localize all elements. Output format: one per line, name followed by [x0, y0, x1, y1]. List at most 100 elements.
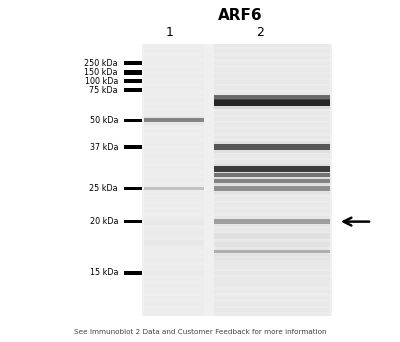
Bar	[144, 285, 204, 290]
Bar	[214, 286, 330, 290]
Bar	[214, 186, 330, 191]
Bar	[214, 65, 330, 68]
Bar	[144, 269, 204, 271]
Bar	[214, 294, 330, 298]
Bar	[214, 201, 330, 203]
Bar	[144, 281, 204, 283]
Bar	[144, 219, 204, 225]
Bar	[214, 44, 330, 316]
Text: 150 kDa: 150 kDa	[84, 68, 118, 77]
Bar	[144, 78, 204, 80]
Bar	[214, 95, 330, 100]
Bar	[214, 306, 330, 308]
Bar	[214, 158, 330, 160]
Bar	[214, 179, 330, 183]
Bar	[144, 300, 204, 302]
Text: 37 kDa: 37 kDa	[90, 143, 118, 152]
Bar	[144, 90, 204, 92]
Bar	[144, 187, 204, 190]
Bar	[124, 220, 142, 223]
Bar	[214, 278, 330, 283]
Bar	[214, 188, 330, 191]
Bar	[214, 207, 330, 209]
Bar	[144, 230, 204, 235]
Bar	[214, 184, 330, 194]
Bar	[214, 96, 330, 98]
Bar	[214, 226, 330, 228]
Bar	[214, 176, 330, 179]
Bar	[214, 263, 330, 265]
Bar	[144, 256, 204, 259]
Bar	[144, 158, 204, 160]
Bar	[144, 47, 204, 49]
Bar	[214, 164, 330, 166]
Bar	[214, 287, 330, 289]
Bar	[214, 271, 330, 275]
Bar	[214, 99, 330, 106]
Bar	[144, 164, 204, 166]
Bar	[124, 70, 142, 75]
Bar	[144, 195, 204, 197]
Bar	[144, 207, 204, 209]
Bar	[214, 250, 330, 252]
Bar	[214, 84, 330, 87]
Bar	[144, 306, 204, 308]
Bar	[214, 242, 330, 247]
Bar	[144, 188, 204, 191]
Bar	[214, 53, 330, 55]
Bar	[144, 182, 204, 185]
Text: 2: 2	[256, 26, 264, 39]
Bar	[124, 145, 142, 149]
Bar	[214, 281, 330, 283]
Bar	[214, 152, 330, 154]
Bar	[214, 166, 330, 172]
Bar	[144, 270, 204, 276]
Bar	[214, 140, 330, 142]
Bar	[144, 53, 204, 55]
Bar	[214, 256, 330, 259]
Bar	[214, 238, 330, 240]
Bar	[214, 244, 330, 246]
Bar	[144, 226, 204, 228]
Bar	[144, 102, 204, 105]
Bar	[144, 238, 204, 240]
Text: ARF6: ARF6	[218, 8, 262, 23]
Text: 100 kDa: 100 kDa	[85, 77, 118, 86]
Bar	[214, 144, 330, 150]
Bar	[214, 47, 330, 49]
Text: 75 kDa: 75 kDa	[89, 86, 118, 95]
Bar	[144, 152, 204, 154]
Bar	[144, 244, 204, 246]
Bar	[214, 170, 330, 172]
Bar	[214, 108, 330, 111]
Bar	[144, 240, 204, 246]
Text: 1: 1	[166, 26, 174, 39]
Bar	[214, 145, 330, 148]
Bar	[214, 71, 330, 74]
Bar	[124, 88, 142, 92]
Text: 250 kDa: 250 kDa	[84, 59, 118, 68]
Bar	[144, 71, 204, 74]
Bar	[214, 173, 330, 177]
Bar	[144, 115, 204, 117]
Bar	[144, 185, 204, 193]
Bar	[214, 90, 330, 92]
Bar	[214, 254, 330, 260]
Bar	[214, 141, 330, 153]
Bar	[144, 312, 204, 314]
Bar	[214, 164, 330, 185]
Bar	[144, 44, 204, 316]
Bar	[144, 140, 204, 142]
Bar	[144, 213, 204, 216]
Bar	[144, 133, 204, 135]
Bar	[144, 108, 204, 111]
Bar	[214, 312, 330, 314]
Bar	[214, 300, 330, 302]
Bar	[214, 59, 330, 62]
Bar	[144, 232, 204, 234]
Bar	[214, 133, 330, 135]
Bar	[144, 220, 204, 222]
Bar	[144, 65, 204, 68]
Bar	[214, 219, 330, 224]
Bar	[214, 78, 330, 80]
